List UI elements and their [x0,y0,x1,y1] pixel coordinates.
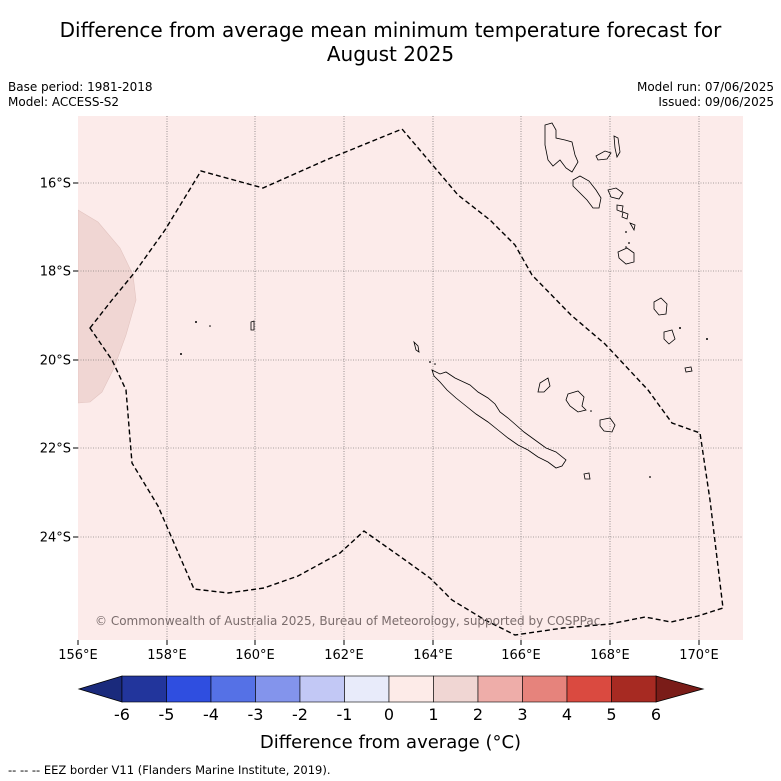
map-area [78,116,743,640]
loyalty-mare [599,417,616,433]
latitude-ticks: 16°S 18°S 20°S 22°S 24°S [40,177,78,546]
vanuatu-epi [616,204,624,213]
eez-border [89,128,724,636]
lon-tick-label: 158°E [147,648,187,663]
lat-tick-label: 22°S [40,442,71,457]
colorbar-tick-label: 2 [473,705,483,724]
colorbar-tick-label: 0 [384,705,394,724]
base-period: Base period: 1981-2018 [8,80,153,94]
title-line-1: Difference from average mean minimum tem… [59,18,722,42]
vanuatu-efate-main [617,247,635,265]
loyalty-ouvea [537,377,551,393]
colorbar-swatch [477,675,523,703]
colorbar-tick-label: -4 [203,705,219,724]
new-caledonia-island [431,369,567,469]
colorbar: -6 -5 -4 -3 -2 -1 0 1 2 3 4 5 6 [77,675,705,724]
colorbar-tick-label: -3 [248,705,264,724]
vanuatu-erromango [653,297,668,316]
colorbar-swatch [522,675,568,703]
model-name: Model: ACCESS-S2 [8,95,120,109]
colorbar-tick-label: -1 [337,705,353,724]
colorbar-extend-low [77,675,123,703]
colorbar-title: Difference from average (°C) [259,732,522,753]
colorbar-swatch [566,675,612,703]
vanuatu-efate [621,211,629,220]
belep-islet [413,340,420,353]
colorbar-tick-label: -5 [159,705,175,724]
longitude-ticks: 156°E 158°E 160°E 162°E 164°E 166°E 168°E 170°E [58,640,719,663]
colorbar-swatch [611,675,657,703]
colorbar-swatch [433,675,479,703]
vanuatu-tanna [663,329,676,345]
lon-tick-label: 168°E [590,648,630,663]
lon-tick-label: 164°E [413,648,453,663]
isle-of-pines [583,472,591,480]
title-line-2: August 2025 [326,42,455,66]
chart-title: Difference from average mean minimum tem… [0,18,781,66]
small-islets [180,231,708,478]
vanuatu-pentecost [607,187,624,200]
vanuatu-malakula [572,175,602,209]
lat-tick-label: 18°S [40,265,71,280]
vanuatu-shepherd [629,222,636,232]
lat-tick-label: 24°S [40,531,71,546]
colorbar-swatch [166,675,212,703]
colorbar-tick-label: 3 [517,705,527,724]
footer-note: -- -- -- EEZ border V11 (Flanders Marine… [8,763,331,777]
colorbar-swatch [210,675,256,703]
issued-date: Issued: 09/06/2025 [658,95,774,109]
chesterfield-reef [250,320,255,331]
coastlines [250,122,693,480]
colorbar-tick-label: -6 [114,705,130,724]
gridlines [78,116,743,640]
model-run: Model run: 07/06/2025 [636,80,774,94]
vanuatu-ambae [595,150,612,161]
lat-tick-label: 20°S [40,354,71,369]
colorbar-swatch [388,675,434,703]
lat-tick-label: 16°S [40,177,71,192]
colorbar-tick-label: 5 [606,705,616,724]
colorbar-swatch [344,675,390,703]
vanuatu-maewo [613,135,621,159]
vanuatu-aneityum [684,366,693,373]
colorbar-tick-label: 1 [428,705,438,724]
lon-tick-label: 160°E [235,648,275,663]
meta-left: Base period: 1981-2018 Model: ACCESS-S2 [8,80,153,110]
colorbar-tick-label: 6 [651,705,661,724]
colorbar-swatch [299,675,345,703]
loyalty-lifou [565,390,587,413]
meta-right: Model run: 07/06/2025 Issued: 09/06/2025 [637,80,774,110]
colorbar-tick-label: 4 [562,705,572,724]
lon-tick-label: 156°E [58,648,98,663]
vanuatu-espiritu-santo [544,122,579,173]
colorbar-extend-high [655,675,705,703]
colorbar-tick-label: -2 [292,705,308,724]
colorbar-swatch [255,675,301,703]
lon-tick-label: 166°E [501,648,541,663]
colorbar-swatch [121,675,167,703]
copyright-notice: © Commonwealth of Australia 2025, Bureau… [95,614,601,628]
lon-tick-label: 170°E [679,648,719,663]
lon-tick-label: 162°E [324,648,364,663]
